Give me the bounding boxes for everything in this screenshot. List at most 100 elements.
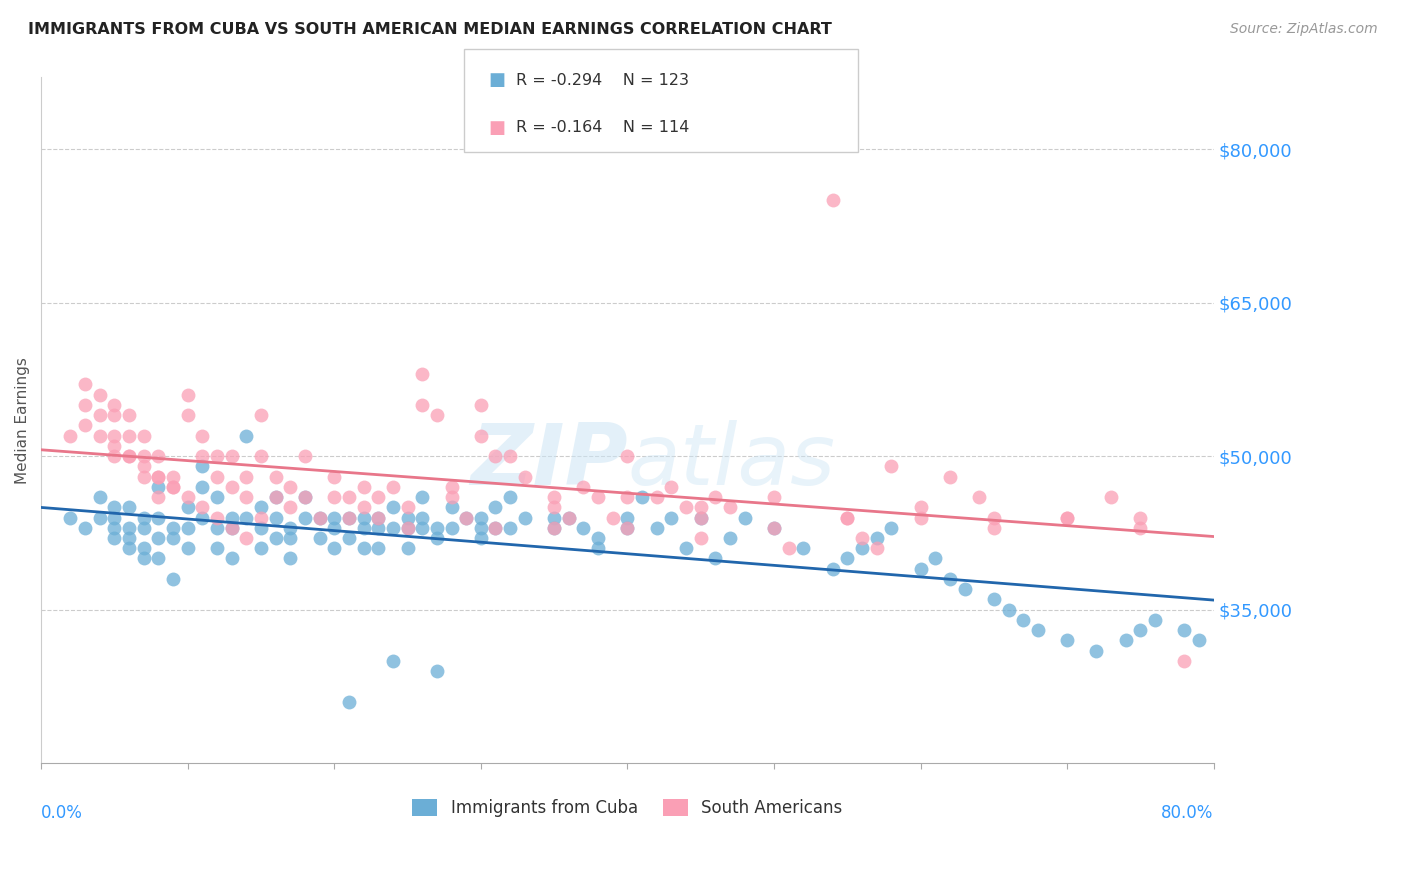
Point xyxy=(1173,654,1195,668)
Point xyxy=(176,541,198,556)
Point xyxy=(89,408,111,422)
Point xyxy=(470,428,492,442)
Point xyxy=(367,510,389,524)
Point xyxy=(616,449,638,463)
Point xyxy=(264,490,287,504)
Point xyxy=(278,551,301,566)
Point xyxy=(235,428,257,442)
Point xyxy=(353,500,375,515)
Point xyxy=(205,521,228,535)
Point xyxy=(176,387,198,401)
Point xyxy=(337,490,360,504)
Point xyxy=(543,510,565,524)
Point xyxy=(89,428,111,442)
Text: R = -0.164    N = 114: R = -0.164 N = 114 xyxy=(516,120,689,135)
Text: Source: ZipAtlas.com: Source: ZipAtlas.com xyxy=(1230,22,1378,37)
Point xyxy=(880,459,903,474)
Point xyxy=(205,449,228,463)
Point xyxy=(616,490,638,504)
Point xyxy=(440,490,463,504)
Point xyxy=(250,408,273,422)
Point xyxy=(278,521,301,535)
Point xyxy=(411,398,433,412)
Point xyxy=(396,521,419,535)
Point xyxy=(176,408,198,422)
Point xyxy=(235,469,257,483)
Point xyxy=(132,459,155,474)
Point xyxy=(205,510,228,524)
Point xyxy=(689,510,711,524)
Point xyxy=(162,531,184,545)
Point xyxy=(308,510,330,524)
Point xyxy=(59,428,82,442)
Point xyxy=(1012,613,1035,627)
Point xyxy=(675,541,697,556)
Point xyxy=(1173,623,1195,637)
Point xyxy=(689,510,711,524)
Point xyxy=(294,490,316,504)
Point xyxy=(837,551,859,566)
Point xyxy=(191,500,214,515)
Point xyxy=(191,449,214,463)
Point xyxy=(103,500,125,515)
Point xyxy=(983,521,1005,535)
Point xyxy=(235,531,257,545)
Point xyxy=(1129,521,1152,535)
Point xyxy=(484,449,506,463)
Point xyxy=(103,408,125,422)
Point xyxy=(411,521,433,535)
Point xyxy=(426,531,449,545)
Point xyxy=(162,480,184,494)
Point xyxy=(148,449,170,463)
Point xyxy=(718,531,741,545)
Point xyxy=(411,368,433,382)
Point xyxy=(264,490,287,504)
Point xyxy=(132,541,155,556)
Point xyxy=(1056,633,1078,648)
Point xyxy=(865,531,887,545)
Point xyxy=(221,510,243,524)
Point xyxy=(132,510,155,524)
Point xyxy=(851,541,873,556)
Point xyxy=(381,521,404,535)
Point xyxy=(939,572,962,586)
Point xyxy=(278,531,301,545)
Point xyxy=(294,510,316,524)
Point xyxy=(456,510,478,524)
Point xyxy=(440,480,463,494)
Point xyxy=(221,449,243,463)
Point xyxy=(367,490,389,504)
Point xyxy=(89,510,111,524)
Point xyxy=(997,602,1019,616)
Point xyxy=(470,521,492,535)
Text: R = -0.294    N = 123: R = -0.294 N = 123 xyxy=(516,73,689,87)
Point xyxy=(689,531,711,545)
Point xyxy=(470,531,492,545)
Point xyxy=(572,521,595,535)
Point xyxy=(411,510,433,524)
Point xyxy=(558,510,581,524)
Point xyxy=(235,510,257,524)
Point xyxy=(543,521,565,535)
Point xyxy=(396,521,419,535)
Point xyxy=(162,521,184,535)
Point xyxy=(250,449,273,463)
Point xyxy=(616,521,638,535)
Point xyxy=(176,500,198,515)
Point xyxy=(75,418,97,433)
Point xyxy=(381,654,404,668)
Point xyxy=(675,500,697,515)
Point xyxy=(484,521,506,535)
Point xyxy=(910,500,932,515)
Point xyxy=(381,480,404,494)
Point xyxy=(1056,510,1078,524)
Point xyxy=(250,521,273,535)
Point xyxy=(162,572,184,586)
Point xyxy=(323,521,346,535)
Point xyxy=(294,449,316,463)
Point xyxy=(470,510,492,524)
Text: 80.0%: 80.0% xyxy=(1161,805,1213,822)
Point xyxy=(221,521,243,535)
Point xyxy=(118,449,141,463)
Point xyxy=(323,469,346,483)
